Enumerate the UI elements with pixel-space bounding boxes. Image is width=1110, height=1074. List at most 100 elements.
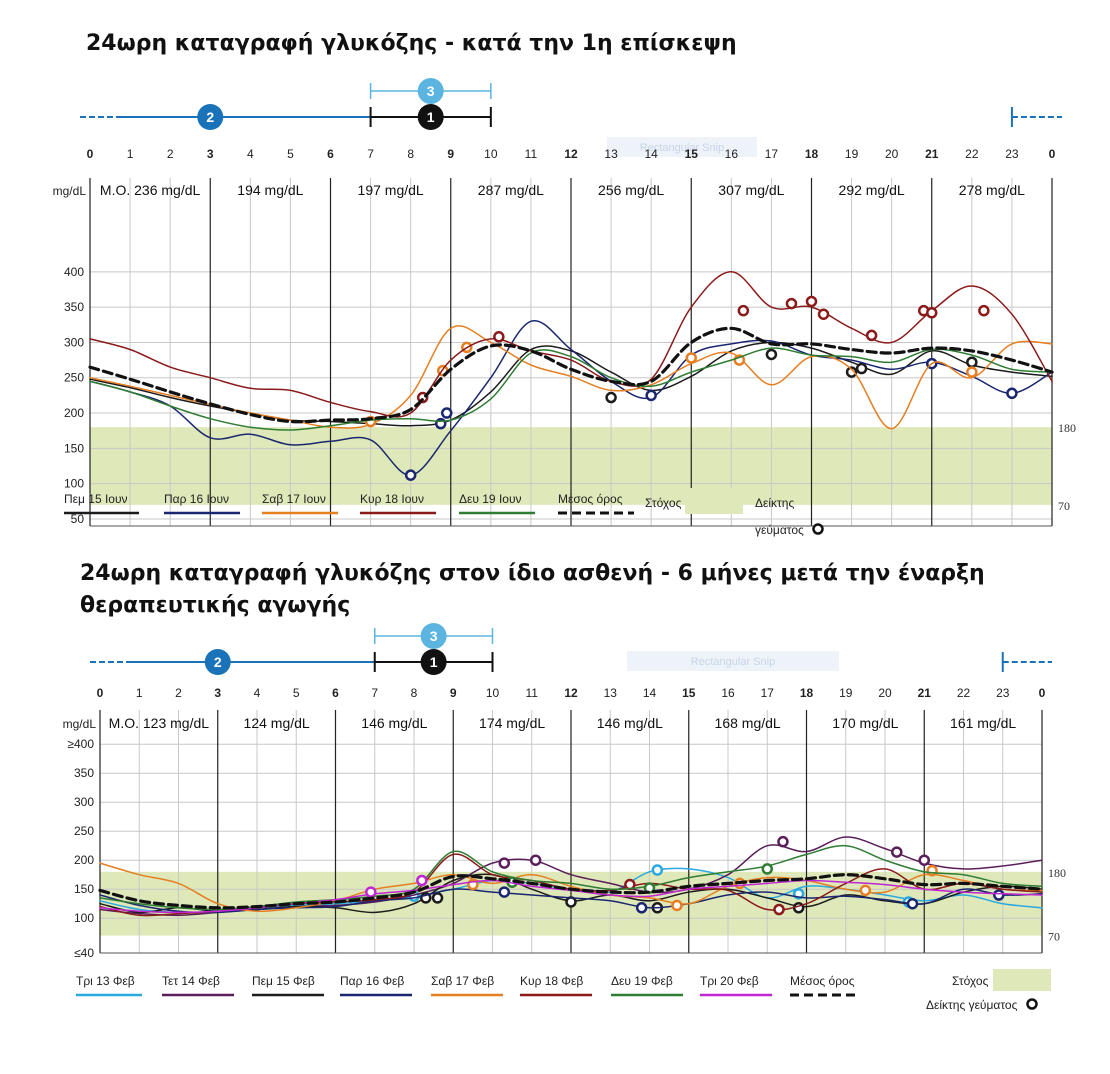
c2-x-tick-label: 13 xyxy=(604,686,618,700)
c2-series-line-4 xyxy=(99,888,1043,914)
c1-x-tick-label: 9 xyxy=(447,147,454,161)
c2-x-tick-label: 11 xyxy=(526,686,539,700)
c1-period-average: 307 mg/dL xyxy=(718,182,784,198)
c2-x-tick-label: 14 xyxy=(643,686,657,700)
c2-legend-label: Παρ 16 Φεβ xyxy=(340,974,404,988)
c2-series-line-9 xyxy=(98,873,1044,910)
c1-meal-marker xyxy=(966,366,978,378)
chart-2-title-line-1: 24ωρη καταγραφή γλυκόζης στον ίδιο ασθεν… xyxy=(80,561,985,586)
c1-x-tick-label: 7 xyxy=(367,147,374,161)
c2-meal-marker xyxy=(761,863,773,875)
c1-watermark-bg xyxy=(607,137,757,157)
c1-legend-meal-label: Δείκτης xyxy=(755,496,794,510)
c2-meal-marker xyxy=(651,864,664,876)
c1-legend-label: Παρ 16 Ιουν xyxy=(164,492,229,506)
c2-x-tick-label: 17 xyxy=(761,686,775,700)
c1-legend-label: Σαβ 17 Ιουν xyxy=(262,492,326,506)
c2-x-tick-label: 7 xyxy=(371,686,378,700)
c2-meal-marker xyxy=(891,846,903,858)
c1-meal-marker xyxy=(605,391,617,404)
c2-x-tick-label: 18 xyxy=(800,686,814,700)
c1-series-line-3 xyxy=(89,325,1053,430)
c1-target-lower-label: 70 xyxy=(1058,499,1070,513)
c2-y-tick-label: 150 xyxy=(74,882,94,896)
c1-timeline-marker-1 xyxy=(417,104,444,130)
c1-y-tick-label: 400 xyxy=(64,265,84,279)
c1-x-tick-label: 23 xyxy=(1005,147,1019,161)
c1-x-tick-label: 11 xyxy=(525,147,538,161)
c1-series-line-6 xyxy=(88,326,1054,424)
c1-watermark-text: Rectangular Snip xyxy=(640,142,724,154)
c2-meal-marker xyxy=(906,897,919,910)
c2-x-tick-label: 0 xyxy=(1039,686,1046,700)
c2-meal-marker xyxy=(416,874,428,887)
c1-legend-label: Πεμ 15 Ιουν xyxy=(64,492,128,506)
c1-x-tick-label: 5 xyxy=(287,147,294,161)
c1-meal-marker xyxy=(865,329,878,342)
c1-legend-label: Μέσος όρος xyxy=(558,492,623,506)
c1-x-tick-label: 19 xyxy=(845,147,859,161)
c2-watermark-bg xyxy=(627,651,839,671)
c1-meal-marker xyxy=(817,308,830,320)
c1-timeline-marker-label-3: 3 xyxy=(427,83,435,99)
c1-legend-meal-label-2: γεύματος xyxy=(755,523,804,537)
c2-period-average: 161 mg/dL xyxy=(950,715,1016,731)
c2-y-tick-label: 300 xyxy=(74,795,94,809)
c1-series-line-4 xyxy=(89,271,1053,418)
c1-legend-target-swatch xyxy=(685,488,743,514)
c2-x-tick-label: 15 xyxy=(682,686,696,700)
c1-meal-marker xyxy=(785,297,798,310)
c2-x-tick-label: 9 xyxy=(450,686,457,700)
c2-x-tick-label: 5 xyxy=(293,686,300,700)
c2-period-average: 124 mg/dL xyxy=(244,715,310,731)
c1-meal-marker xyxy=(855,362,868,375)
c2-meal-marker xyxy=(926,864,938,877)
c1-x-tick-label: 15 xyxy=(685,147,699,161)
c1-x-tick-label: 20 xyxy=(885,147,899,161)
c1-meal-marker xyxy=(1006,387,1018,400)
c1-x-tick-label: 13 xyxy=(604,147,618,161)
c2-timeline-marker-label-2: 2 xyxy=(214,654,222,670)
c2-period-average: 174 mg/dL xyxy=(479,715,545,731)
c2-x-tick-label: 8 xyxy=(411,686,418,700)
c1-timeline-marker-label-1: 1 xyxy=(427,109,435,125)
c2-y-tick-label: 200 xyxy=(74,853,94,867)
c1-timeline-marker-2 xyxy=(197,104,224,130)
c1-y-tick-label: 250 xyxy=(64,371,84,385)
c2-x-tick-label: 0 xyxy=(97,686,104,700)
c1-x-tick-label: 4 xyxy=(247,147,254,161)
c2-legend-label: Σαβ 17 Φεβ xyxy=(431,974,494,988)
c2-y-tick-label: 100 xyxy=(74,911,94,925)
c1-x-tick-label: 10 xyxy=(484,147,498,161)
c1-period-average: 292 mg/dL xyxy=(839,182,905,198)
c2-x-tick-label: 4 xyxy=(254,686,261,700)
c2-legend-label: Κυρ 18 Φεβ xyxy=(520,974,583,988)
c2-y-tick-label: 350 xyxy=(74,766,94,780)
c2-timeline-marker-label-3: 3 xyxy=(430,628,438,644)
c2-y-tick-label: 250 xyxy=(74,824,94,838)
c2-timeline-marker-3 xyxy=(420,623,447,649)
c2-x-tick-label: 23 xyxy=(996,686,1010,700)
c1-period-average: 278 mg/dL xyxy=(959,182,1025,198)
c2-target-upper-label: 180 xyxy=(1048,866,1066,880)
c2-legend-label: Τετ 14 Φεβ xyxy=(162,974,220,988)
c1-legend-label: Δευ 19 Ιουν xyxy=(459,492,522,506)
c1-timeline-marker-3 xyxy=(417,78,444,104)
c1-period-average: 256 mg/dL xyxy=(598,182,664,198)
c2-period-average: 146 mg/dL xyxy=(361,715,427,731)
c2-x-tick-label: 19 xyxy=(839,686,853,700)
c1-y-tick-label: 50 xyxy=(71,512,85,526)
c1-y-tick-label: 300 xyxy=(64,335,84,349)
c1-meal-marker xyxy=(440,407,453,419)
c2-legend-label: Δευ 19 Φεβ xyxy=(611,974,673,988)
c2-x-tick-label: 1 xyxy=(136,686,143,700)
c2-x-tick-label: 3 xyxy=(214,686,221,700)
c2-series-line-5 xyxy=(99,862,1043,913)
c2-period-average: Μ.Ο. 123 mg/dL xyxy=(109,715,210,731)
c2-legend-target-label: Στόχος xyxy=(952,974,989,988)
c1-x-tick-label: 18 xyxy=(805,147,819,161)
c2-legend-meal-icon xyxy=(1026,998,1038,1010)
c1-period-average: 287 mg/dL xyxy=(478,182,544,198)
